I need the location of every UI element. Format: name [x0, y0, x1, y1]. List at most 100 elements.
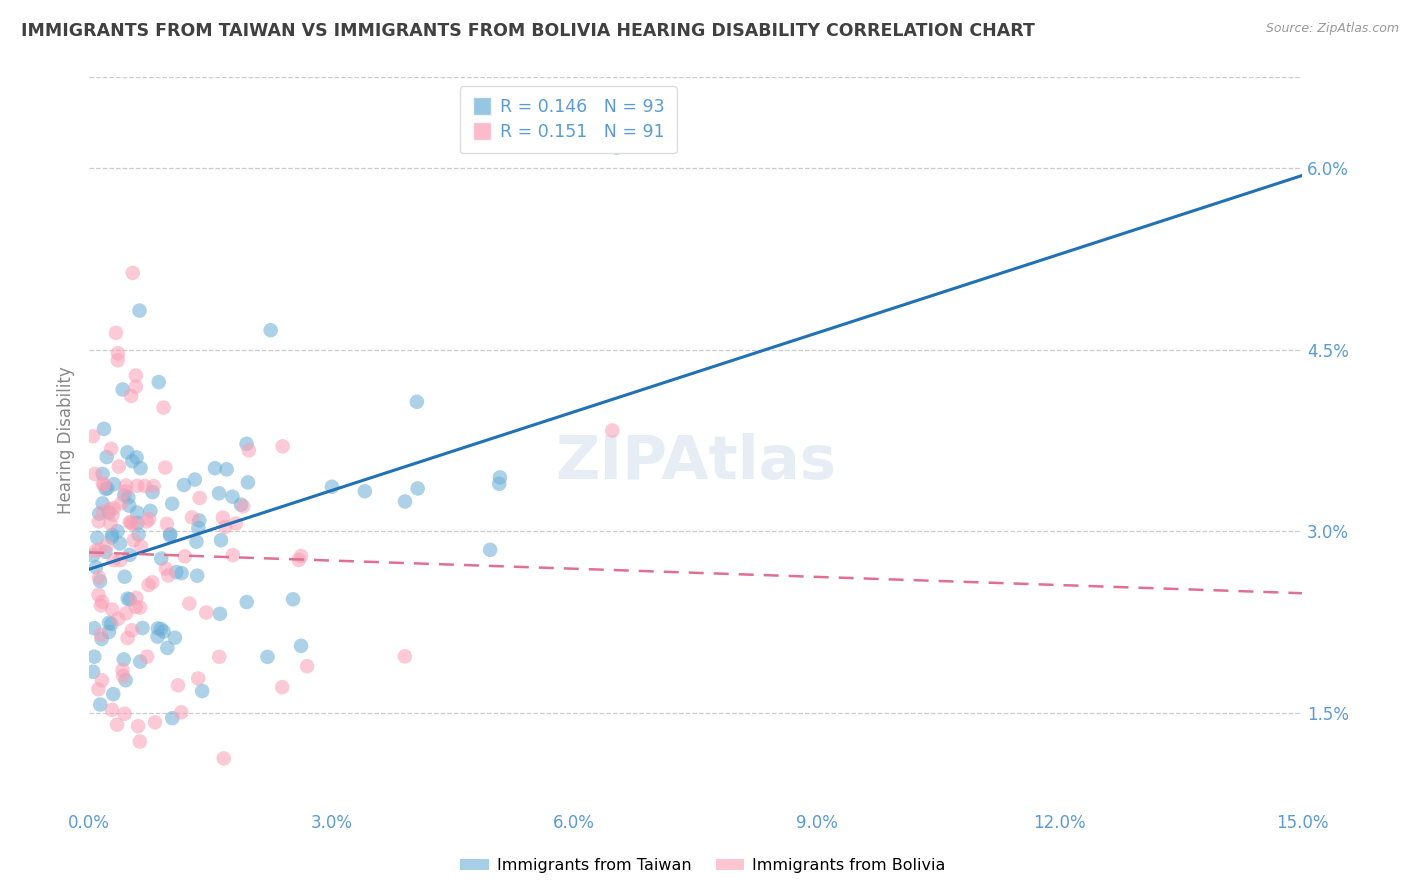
Point: [89, 698, 111, 712]
Point: [83, 621, 105, 635]
Point: [82, 665, 104, 679]
Point: [606, 141, 628, 155]
Point: [184, 473, 207, 487]
Point: [208, 486, 231, 500]
Point: [91, 505, 114, 519]
Point: [127, 506, 149, 520]
Point: [186, 534, 208, 549]
Point: [115, 478, 138, 492]
Point: [110, 496, 132, 510]
Point: [187, 672, 209, 686]
Point: [82, 429, 104, 443]
Point: [235, 437, 257, 451]
Point: [101, 703, 124, 717]
Point: [111, 663, 134, 677]
Point: [152, 624, 174, 639]
Point: [118, 499, 141, 513]
Point: [406, 394, 429, 409]
Point: [122, 516, 145, 531]
Point: [125, 450, 148, 465]
Point: [295, 659, 318, 673]
Point: [212, 751, 235, 765]
Point: [98, 502, 121, 516]
Point: [117, 591, 139, 606]
Point: [84, 543, 107, 558]
Point: [114, 673, 136, 688]
Point: [107, 459, 129, 474]
Point: [90, 599, 112, 613]
Legend: Immigrants from Taiwan, Immigrants from Bolivia: Immigrants from Taiwan, Immigrants from …: [454, 852, 952, 880]
Point: [191, 684, 214, 698]
Point: [118, 548, 141, 562]
Point: [101, 531, 124, 545]
Point: [128, 734, 150, 748]
Point: [117, 445, 139, 459]
Point: [152, 401, 174, 415]
Point: [121, 624, 143, 638]
Point: [94, 545, 117, 559]
Point: [125, 368, 148, 383]
Point: [91, 595, 114, 609]
Point: [136, 649, 159, 664]
Point: [87, 570, 110, 584]
Point: [114, 570, 136, 584]
Point: [139, 504, 162, 518]
Point: [118, 516, 141, 530]
Point: [111, 383, 134, 397]
Point: [117, 490, 139, 504]
Point: [112, 652, 135, 666]
Point: [105, 717, 128, 731]
Point: [232, 500, 254, 514]
Point: [103, 501, 125, 516]
Point: [149, 622, 172, 636]
Point: [107, 612, 129, 626]
Point: [101, 528, 124, 542]
Point: [83, 649, 105, 664]
Y-axis label: Hearing Disability: Hearing Disability: [58, 367, 75, 515]
Point: [90, 632, 112, 646]
Point: [127, 516, 149, 530]
Point: [165, 565, 187, 579]
Point: [103, 553, 125, 567]
Point: [93, 422, 115, 436]
Point: [96, 539, 118, 553]
Point: [100, 616, 122, 631]
Point: [101, 602, 124, 616]
Point: [211, 510, 233, 524]
Point: [155, 460, 177, 475]
Legend: R = 0.146   N = 93, R = 0.151   N = 91: R = 0.146 N = 93, R = 0.151 N = 91: [460, 87, 676, 153]
Point: [271, 680, 294, 694]
Point: [125, 379, 148, 393]
Point: [353, 484, 375, 499]
Point: [134, 479, 156, 493]
Point: [148, 375, 170, 389]
Point: [91, 496, 114, 510]
Point: [118, 592, 141, 607]
Point: [142, 479, 165, 493]
Point: [187, 521, 209, 535]
Point: [89, 507, 111, 521]
Point: [159, 527, 181, 541]
Point: [188, 513, 211, 527]
Point: [122, 533, 145, 548]
Point: [290, 639, 312, 653]
Point: [89, 574, 111, 588]
Point: [114, 706, 136, 721]
Point: [488, 476, 510, 491]
Point: [86, 531, 108, 545]
Point: [91, 476, 114, 491]
Point: [173, 549, 195, 564]
Point: [87, 588, 110, 602]
Point: [83, 467, 105, 481]
Point: [214, 520, 236, 534]
Text: Source: ZipAtlas.com: Source: ZipAtlas.com: [1265, 22, 1399, 36]
Point: [600, 424, 623, 438]
Point: [221, 490, 243, 504]
Point: [128, 303, 150, 318]
Point: [87, 682, 110, 697]
Point: [120, 516, 142, 530]
Point: [96, 481, 118, 495]
Point: [155, 562, 177, 576]
Point: [235, 595, 257, 609]
Text: IMMIGRANTS FROM TAIWAN VS IMMIGRANTS FROM BOLIVIA HEARING DISABILITY CORRELATION: IMMIGRANTS FROM TAIWAN VS IMMIGRANTS FRO…: [21, 22, 1035, 40]
